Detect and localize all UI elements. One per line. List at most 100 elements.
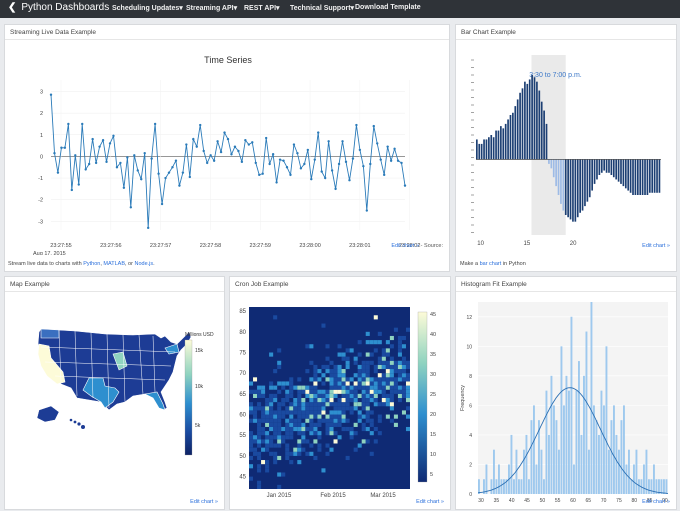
- histogram-chart[interactable]: 12 10 8 6 4 2 0 30 35 40 45 50 55 60 65 70 75 80 85 90 Frequ…: [456, 292, 676, 511]
- nav-streaming-api[interactable]: Streaming API▾: [186, 5, 238, 12]
- heatmap-cell: [385, 414, 390, 419]
- heatmap-cell: [289, 393, 294, 398]
- heatmap-cell: [269, 414, 274, 419]
- bar: [540, 101, 543, 160]
- heatmap-cell: [281, 414, 286, 419]
- edit-chart-link[interactable]: Edit chart »: [642, 243, 670, 249]
- heatmap-cell: [329, 414, 334, 419]
- edit-chart-link[interactable]: Edit chart » - Source:: [391, 243, 443, 249]
- heatmap-cell: [341, 426, 346, 432]
- heatmap-cell: [341, 402, 346, 407]
- heatmap-cell: [281, 472, 286, 477]
- map-panel: Map Example: [4, 276, 225, 510]
- heatmap-chart[interactable]: 85 80 75 70 65 60 55 50 45 Jan 2015 Feb 2015 Mar 20…: [230, 292, 450, 497]
- heatmap-cell: [393, 385, 398, 390]
- heatmap-cell: [345, 406, 350, 411]
- data-point: [244, 138, 247, 142]
- panel-title: Cron Job Example: [235, 281, 289, 288]
- heatmap-cell: [297, 447, 302, 452]
- data-point: [195, 145, 198, 148]
- heatmap-cell: [389, 356, 394, 361]
- heatmap-cell: [377, 418, 382, 423]
- python-link[interactable]: Python: [83, 261, 101, 267]
- heatmap-cell: [321, 373, 326, 378]
- heatmap-cell: [301, 406, 306, 411]
- heatmap-cell: [337, 344, 342, 349]
- heatmap-cell: [301, 385, 306, 390]
- heatmap-cell: [289, 460, 294, 465]
- bar: [658, 159, 661, 193]
- choropleth-map[interactable]: Millions USD 15k 10k 5k: [5, 292, 224, 497]
- histogram-bar: [515, 449, 518, 494]
- data-point: [136, 169, 139, 172]
- heatmap-cell: [309, 414, 314, 419]
- bar: [651, 159, 654, 193]
- brand-link[interactable]: ❮ Python Dashboards: [8, 2, 109, 13]
- heatmap-cell: [297, 398, 302, 403]
- x-tick-label: 70: [601, 498, 607, 504]
- heatmap-cell: [261, 439, 266, 444]
- histogram-bar: [495, 479, 498, 494]
- nodejs-link[interactable]: Node.js: [134, 261, 154, 267]
- nav-scheduling-updates[interactable]: Scheduling Updates▾: [112, 5, 183, 12]
- histogram-bar: [598, 434, 600, 494]
- heatmap-cell: [333, 418, 338, 423]
- bar: [596, 159, 598, 180]
- heatmap-cell: [333, 369, 338, 374]
- heatmap-cell: [381, 377, 386, 382]
- x-tick-label: 40: [509, 498, 515, 504]
- y-tick-label: 1: [40, 133, 43, 139]
- data-point: [341, 140, 344, 143]
- bar-chart[interactable]: 3:30 to 7:00 p.m. 10 15 20: [456, 40, 676, 255]
- heatmap-cell: [365, 393, 370, 398]
- data-point: [230, 153, 233, 156]
- bar: [495, 130, 497, 160]
- heatmap-cell: [313, 398, 318, 403]
- heatmap-cell: [341, 393, 346, 398]
- heatmap-cell: [301, 447, 306, 452]
- edit-chart-link[interactable]: Edit chart »: [190, 499, 218, 505]
- heatmap-cell: [289, 406, 294, 411]
- bar: [519, 92, 521, 160]
- data-point: [292, 143, 296, 146]
- data-point: [351, 157, 355, 160]
- heatmap-cell: [337, 364, 342, 370]
- heatmap-cell: [389, 406, 394, 411]
- nav-technical-support[interactable]: Technical Support▾: [290, 5, 355, 12]
- edit-chart-link[interactable]: Edit chart »: [416, 499, 444, 505]
- bar: [504, 123, 507, 160]
- heatmap-cell: [337, 398, 342, 403]
- bar-chart-link[interactable]: bar chart: [479, 261, 502, 267]
- heatmap-cell: [405, 377, 410, 382]
- time-series-chart[interactable]: Time Series 3 2 1 0 -1 -2 -3 23:27:55 23:27:56 23:…: [5, 40, 449, 255]
- nav-rest-api[interactable]: REST API▾: [244, 5, 280, 12]
- x-tick-label: 20: [570, 241, 577, 247]
- heatmap-cell: [361, 381, 366, 386]
- heatmap-cell: [297, 443, 302, 448]
- data-point: [202, 149, 205, 153]
- heatmap-cell: [345, 377, 350, 382]
- data-point: [56, 171, 60, 174]
- edit-chart-link[interactable]: Edit chart »: [642, 499, 670, 505]
- y-tick-label: 8: [469, 374, 472, 380]
- heatmap-cell: [329, 447, 334, 452]
- heatmap-cell: [317, 410, 322, 415]
- matlab-link[interactable]: MATLAB: [103, 261, 125, 267]
- heatmap-cell: [249, 410, 254, 415]
- heatmap-cell: [397, 364, 402, 370]
- heatmap-cell: [317, 377, 322, 382]
- heatmap-cell: [341, 377, 346, 382]
- heatmap-cell: [249, 435, 254, 440]
- heatmap-cell: [289, 410, 294, 415]
- heatmap-cell: [365, 402, 370, 407]
- heatmap-cell: [281, 385, 286, 390]
- heatmap-cell: [325, 398, 330, 403]
- heatmap-cell: [385, 377, 390, 382]
- heatmap-cell: [337, 369, 342, 374]
- heatmap-cell: [341, 414, 346, 419]
- heatmap-cell: [281, 398, 286, 403]
- heatmap-cell: [321, 364, 326, 370]
- heatmap-cell: [329, 418, 334, 423]
- heatmap-cell: [357, 377, 362, 382]
- nav-download-template[interactable]: Download Template: [355, 4, 421, 11]
